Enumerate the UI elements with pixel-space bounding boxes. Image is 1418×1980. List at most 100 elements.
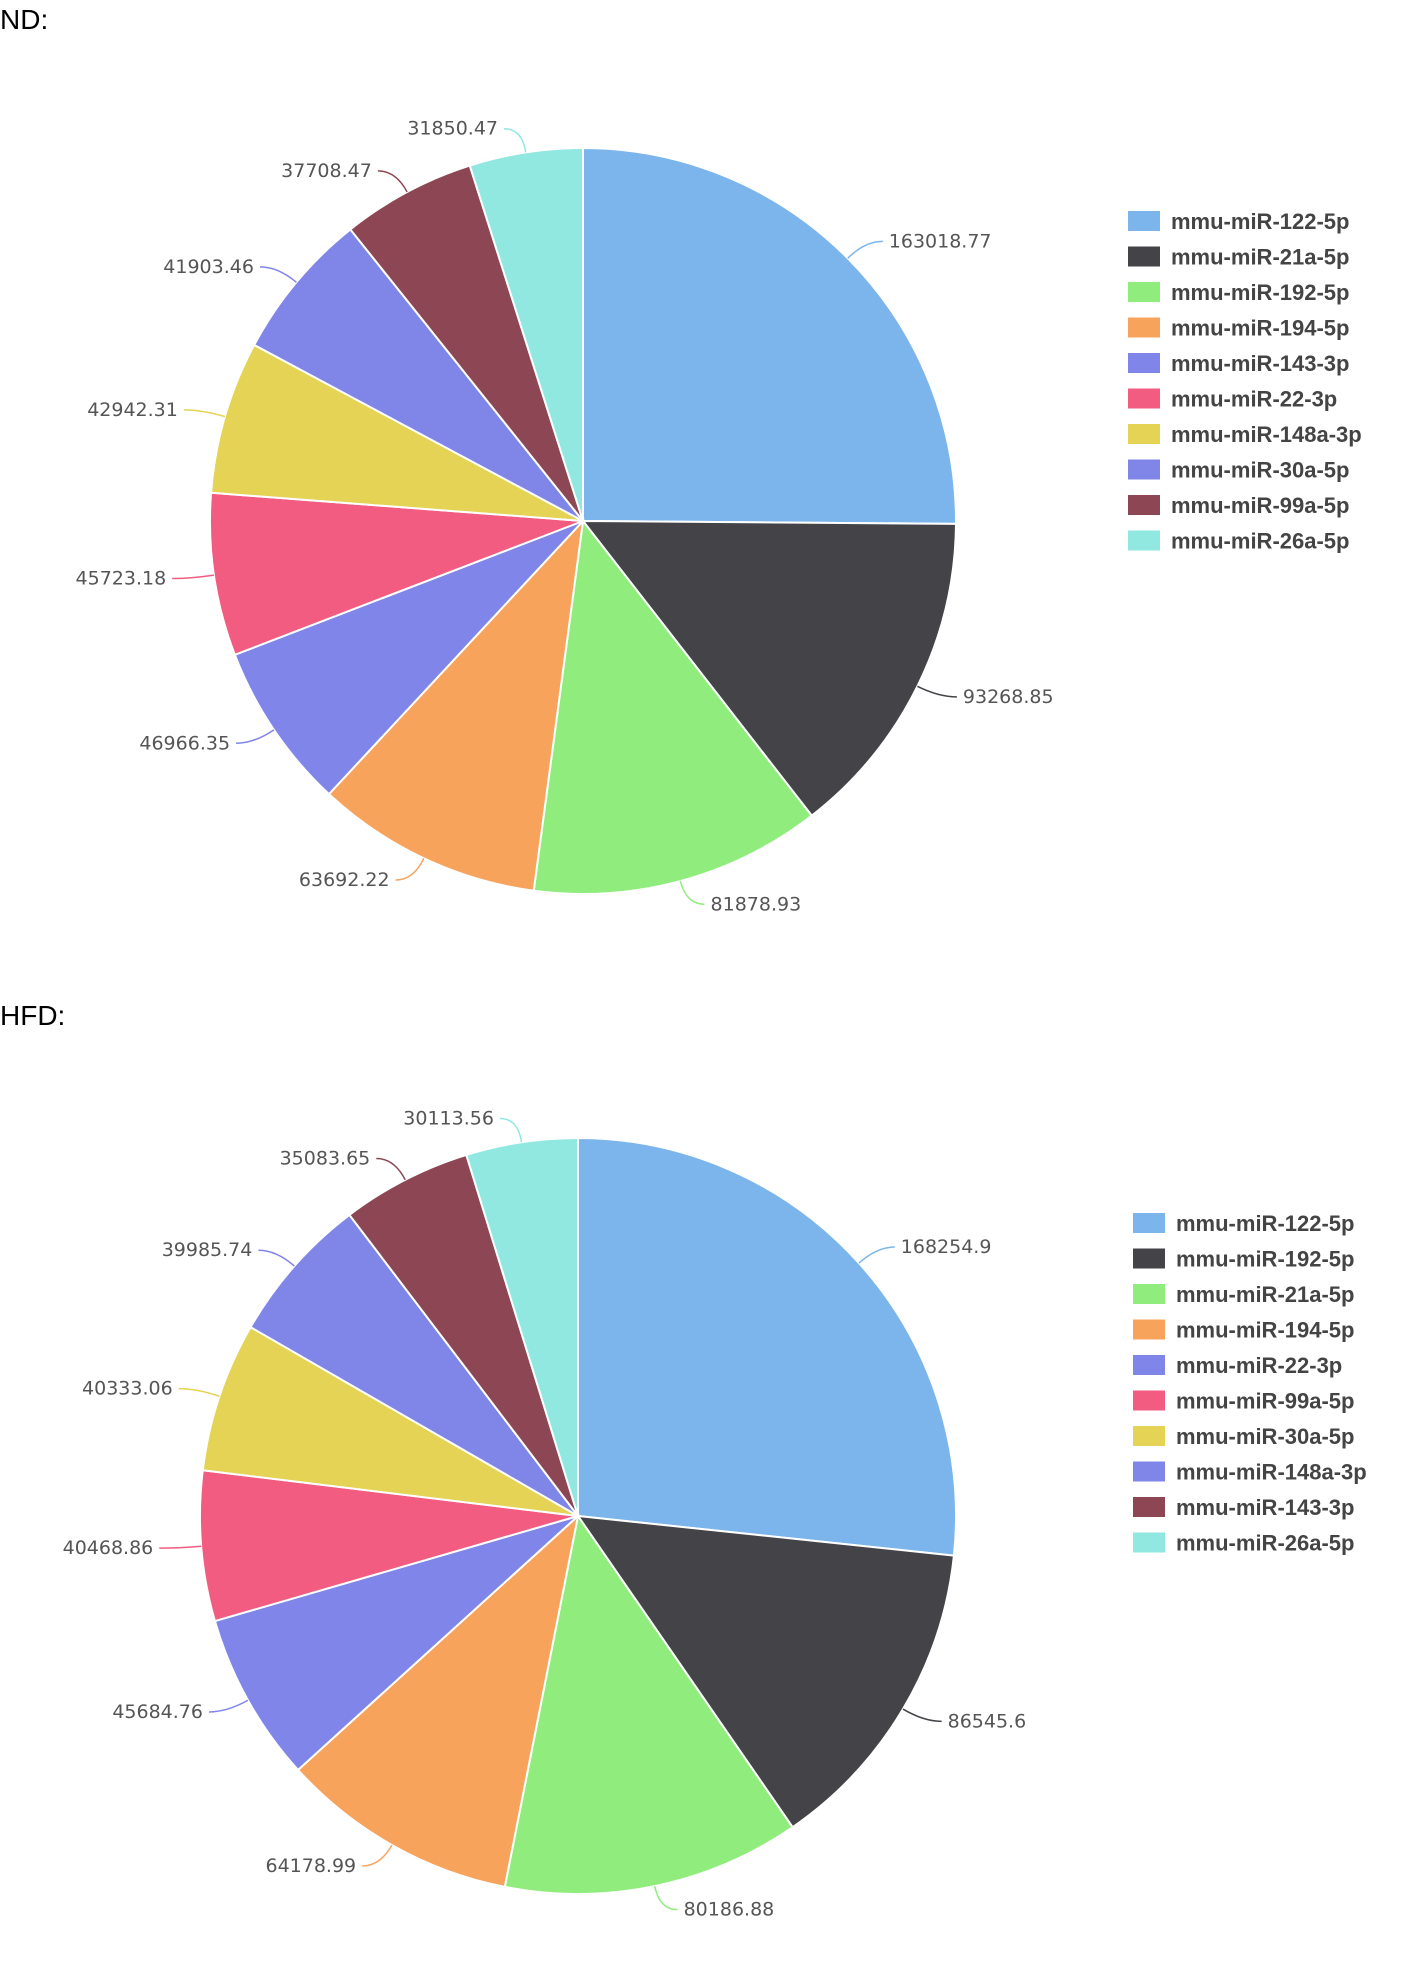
legend-swatch-nd-0 xyxy=(1128,211,1160,231)
pie-value-label-hfd-3: 64178.99 xyxy=(265,1855,356,1877)
legend-item-hfd-0: mmu-miR-122-5p xyxy=(1176,1211,1354,1236)
pie-slice-nd-6 xyxy=(209,343,584,522)
pie-connector-nd-9 xyxy=(503,127,527,153)
legend-item-nd-7: mmu-miR-30a-5p xyxy=(1171,458,1349,483)
pie-slice-hfd-1 xyxy=(575,1514,956,1829)
pie-connector-hfd-4 xyxy=(208,1699,249,1713)
pie-value-label-nd-1: 93268.85 xyxy=(963,686,1054,708)
pie-value-label-hfd-4: 45684.76 xyxy=(112,1701,203,1723)
pie-chart-nd: 163018.77 93268.85 81878.93 63692.22 46966.3… xyxy=(76,118,1362,916)
pie-connector-nd-4 xyxy=(236,729,275,745)
legend-item-hfd-9: mmu-miR-26a-5p xyxy=(1176,1531,1354,1556)
pie-value-label-nd-5: 45723.18 xyxy=(76,568,167,590)
legend-swatch-hfd-6 xyxy=(1133,1426,1165,1446)
panel-title-nd: ND: xyxy=(0,4,49,35)
pie-value-label-nd-9: 31850.47 xyxy=(407,118,498,140)
pie-value-label-hfd-8: 35083.65 xyxy=(280,1147,371,1169)
pie-value-label-nd-8: 37708.47 xyxy=(281,160,372,182)
pie-connector-hfd-0 xyxy=(858,1246,895,1264)
pie-connector-nd-3 xyxy=(395,858,425,881)
pie-connector-nd-5 xyxy=(172,574,215,580)
pie-value-label-hfd-6: 40333.06 xyxy=(82,1378,173,1400)
pie-value-label-hfd-5: 40468.86 xyxy=(63,1537,154,1559)
legend-swatch-hfd-7 xyxy=(1133,1461,1165,1482)
pie-value-label-hfd-9: 30113.56 xyxy=(403,1108,494,1130)
pie-connector-nd-1 xyxy=(917,685,957,698)
pie-connector-nd-2 xyxy=(679,880,705,906)
pie-value-label-hfd-1: 86545.6 xyxy=(948,1710,1027,1732)
pie-connector-hfd-3 xyxy=(362,1844,393,1867)
pie-connector-hfd-6 xyxy=(178,1387,220,1397)
pie-connector-nd-7 xyxy=(259,266,297,283)
legend-swatch-hfd-4 xyxy=(1133,1355,1165,1375)
pie-slice-hfd-0 xyxy=(577,1136,957,1557)
legend-item-hfd-3: mmu-miR-194-5p xyxy=(1176,1318,1354,1343)
pie-slice-nd-8 xyxy=(348,164,584,522)
legend-item-hfd-1: mmu-miR-192-5p xyxy=(1176,1247,1354,1272)
pie-value-label-nd-4: 46966.35 xyxy=(139,732,230,754)
pie-slice-hfd-4 xyxy=(213,1515,579,1772)
legend-item-hfd-5: mmu-miR-99a-5p xyxy=(1176,1389,1354,1414)
legend-item-nd-2: mmu-miR-192-5p xyxy=(1171,280,1349,305)
legend-item-hfd-6: mmu-miR-30a-5p xyxy=(1176,1424,1354,1449)
pie-value-label-nd-6: 42942.31 xyxy=(87,399,178,421)
legend-item-nd-5: mmu-miR-22-3p xyxy=(1171,387,1337,412)
legend-item-hfd-8: mmu-miR-143-3p xyxy=(1176,1495,1354,1520)
pie-connector-nd-6 xyxy=(183,409,226,418)
legend-swatch-nd-4 xyxy=(1128,353,1160,373)
pie-slice-nd-4 xyxy=(233,520,584,796)
pie-value-label-nd-2: 81878.93 xyxy=(711,893,802,915)
legend-item-hfd-2: mmu-miR-21a-5p xyxy=(1176,1282,1354,1307)
pie-slice-hfd-3 xyxy=(296,1513,580,1889)
legend-item-nd-8: mmu-miR-99a-5p xyxy=(1171,493,1349,518)
legend-swatch-hfd-0 xyxy=(1133,1213,1165,1233)
pie-value-label-nd-7: 41903.46 xyxy=(163,256,254,278)
legend-swatch-hfd-8 xyxy=(1133,1497,1165,1517)
pie-slice-hfd-9 xyxy=(465,1136,579,1517)
legend-swatch-nd-6 xyxy=(1128,424,1160,444)
legend-swatch-nd-7 xyxy=(1128,459,1160,480)
pie-value-label-hfd-7: 39985.74 xyxy=(162,1239,253,1261)
pie-value-label-hfd-0: 168254.9 xyxy=(901,1236,992,1258)
legend-item-nd-4: mmu-miR-143-3p xyxy=(1171,351,1349,376)
legend-item-nd-1: mmu-miR-21a-5p xyxy=(1171,245,1349,270)
pie-slice-nd-3 xyxy=(327,518,585,892)
legend-item-hfd-4: mmu-miR-22-3p xyxy=(1176,1353,1342,1378)
pie-slice-nd-0 xyxy=(582,146,957,525)
pie-chart-hfd: 168254.9 86545.6 80186.88 64178.99 45684.76 4… xyxy=(63,1108,1367,1921)
pie-slice-nd-7 xyxy=(252,228,584,522)
legend-swatch-hfd-9 xyxy=(1133,1532,1165,1553)
legend-swatch-hfd-2 xyxy=(1133,1284,1165,1304)
legend-swatch-hfd-5 xyxy=(1133,1390,1165,1411)
pie-slice-hfd-8 xyxy=(348,1153,579,1517)
pie-connector-hfd-1 xyxy=(902,1708,942,1723)
pie-connector-hfd-2 xyxy=(653,1885,678,1911)
legend-swatch-nd-9 xyxy=(1128,530,1160,551)
pie-slice-nd-1 xyxy=(580,519,957,818)
legend-item-hfd-7: mmu-miR-148a-3p xyxy=(1176,1460,1367,1485)
pie-slice-nd-2 xyxy=(532,518,814,895)
legend-swatch-nd-1 xyxy=(1128,246,1160,267)
pie-slice-nd-5 xyxy=(209,491,584,657)
pie-value-label-nd-3: 63692.22 xyxy=(299,869,390,891)
legend-swatch-hfd-1 xyxy=(1133,1248,1165,1269)
pie-connector-hfd-5 xyxy=(159,1545,202,1549)
pie-connector-nd-0 xyxy=(847,240,883,259)
pie-connector-hfd-8 xyxy=(376,1157,406,1181)
pie-connector-hfd-9 xyxy=(499,1117,523,1143)
legend-item-nd-0: mmu-miR-122-5p xyxy=(1171,209,1349,234)
legend-swatch-nd-8 xyxy=(1128,495,1160,515)
legend-item-nd-9: mmu-miR-26a-5p xyxy=(1171,529,1349,554)
legend-swatch-nd-5 xyxy=(1128,388,1160,409)
legend-swatch-hfd-3 xyxy=(1133,1319,1165,1340)
legend-item-nd-3: mmu-miR-194-5p xyxy=(1171,316,1349,341)
legend-swatch-nd-2 xyxy=(1128,282,1160,302)
pie-connector-hfd-7 xyxy=(258,1249,295,1267)
pie-slice-hfd-2 xyxy=(503,1513,794,1895)
legend-swatch-nd-3 xyxy=(1128,317,1160,338)
panel-title-hfd: HFD: xyxy=(0,1000,66,1031)
pie-value-label-hfd-2: 80186.88 xyxy=(684,1899,775,1921)
pie-connector-nd-8 xyxy=(377,170,408,193)
pie-value-label-nd-0: 163018.77 xyxy=(889,230,992,252)
legend-item-nd-6: mmu-miR-148a-3p xyxy=(1171,422,1362,447)
